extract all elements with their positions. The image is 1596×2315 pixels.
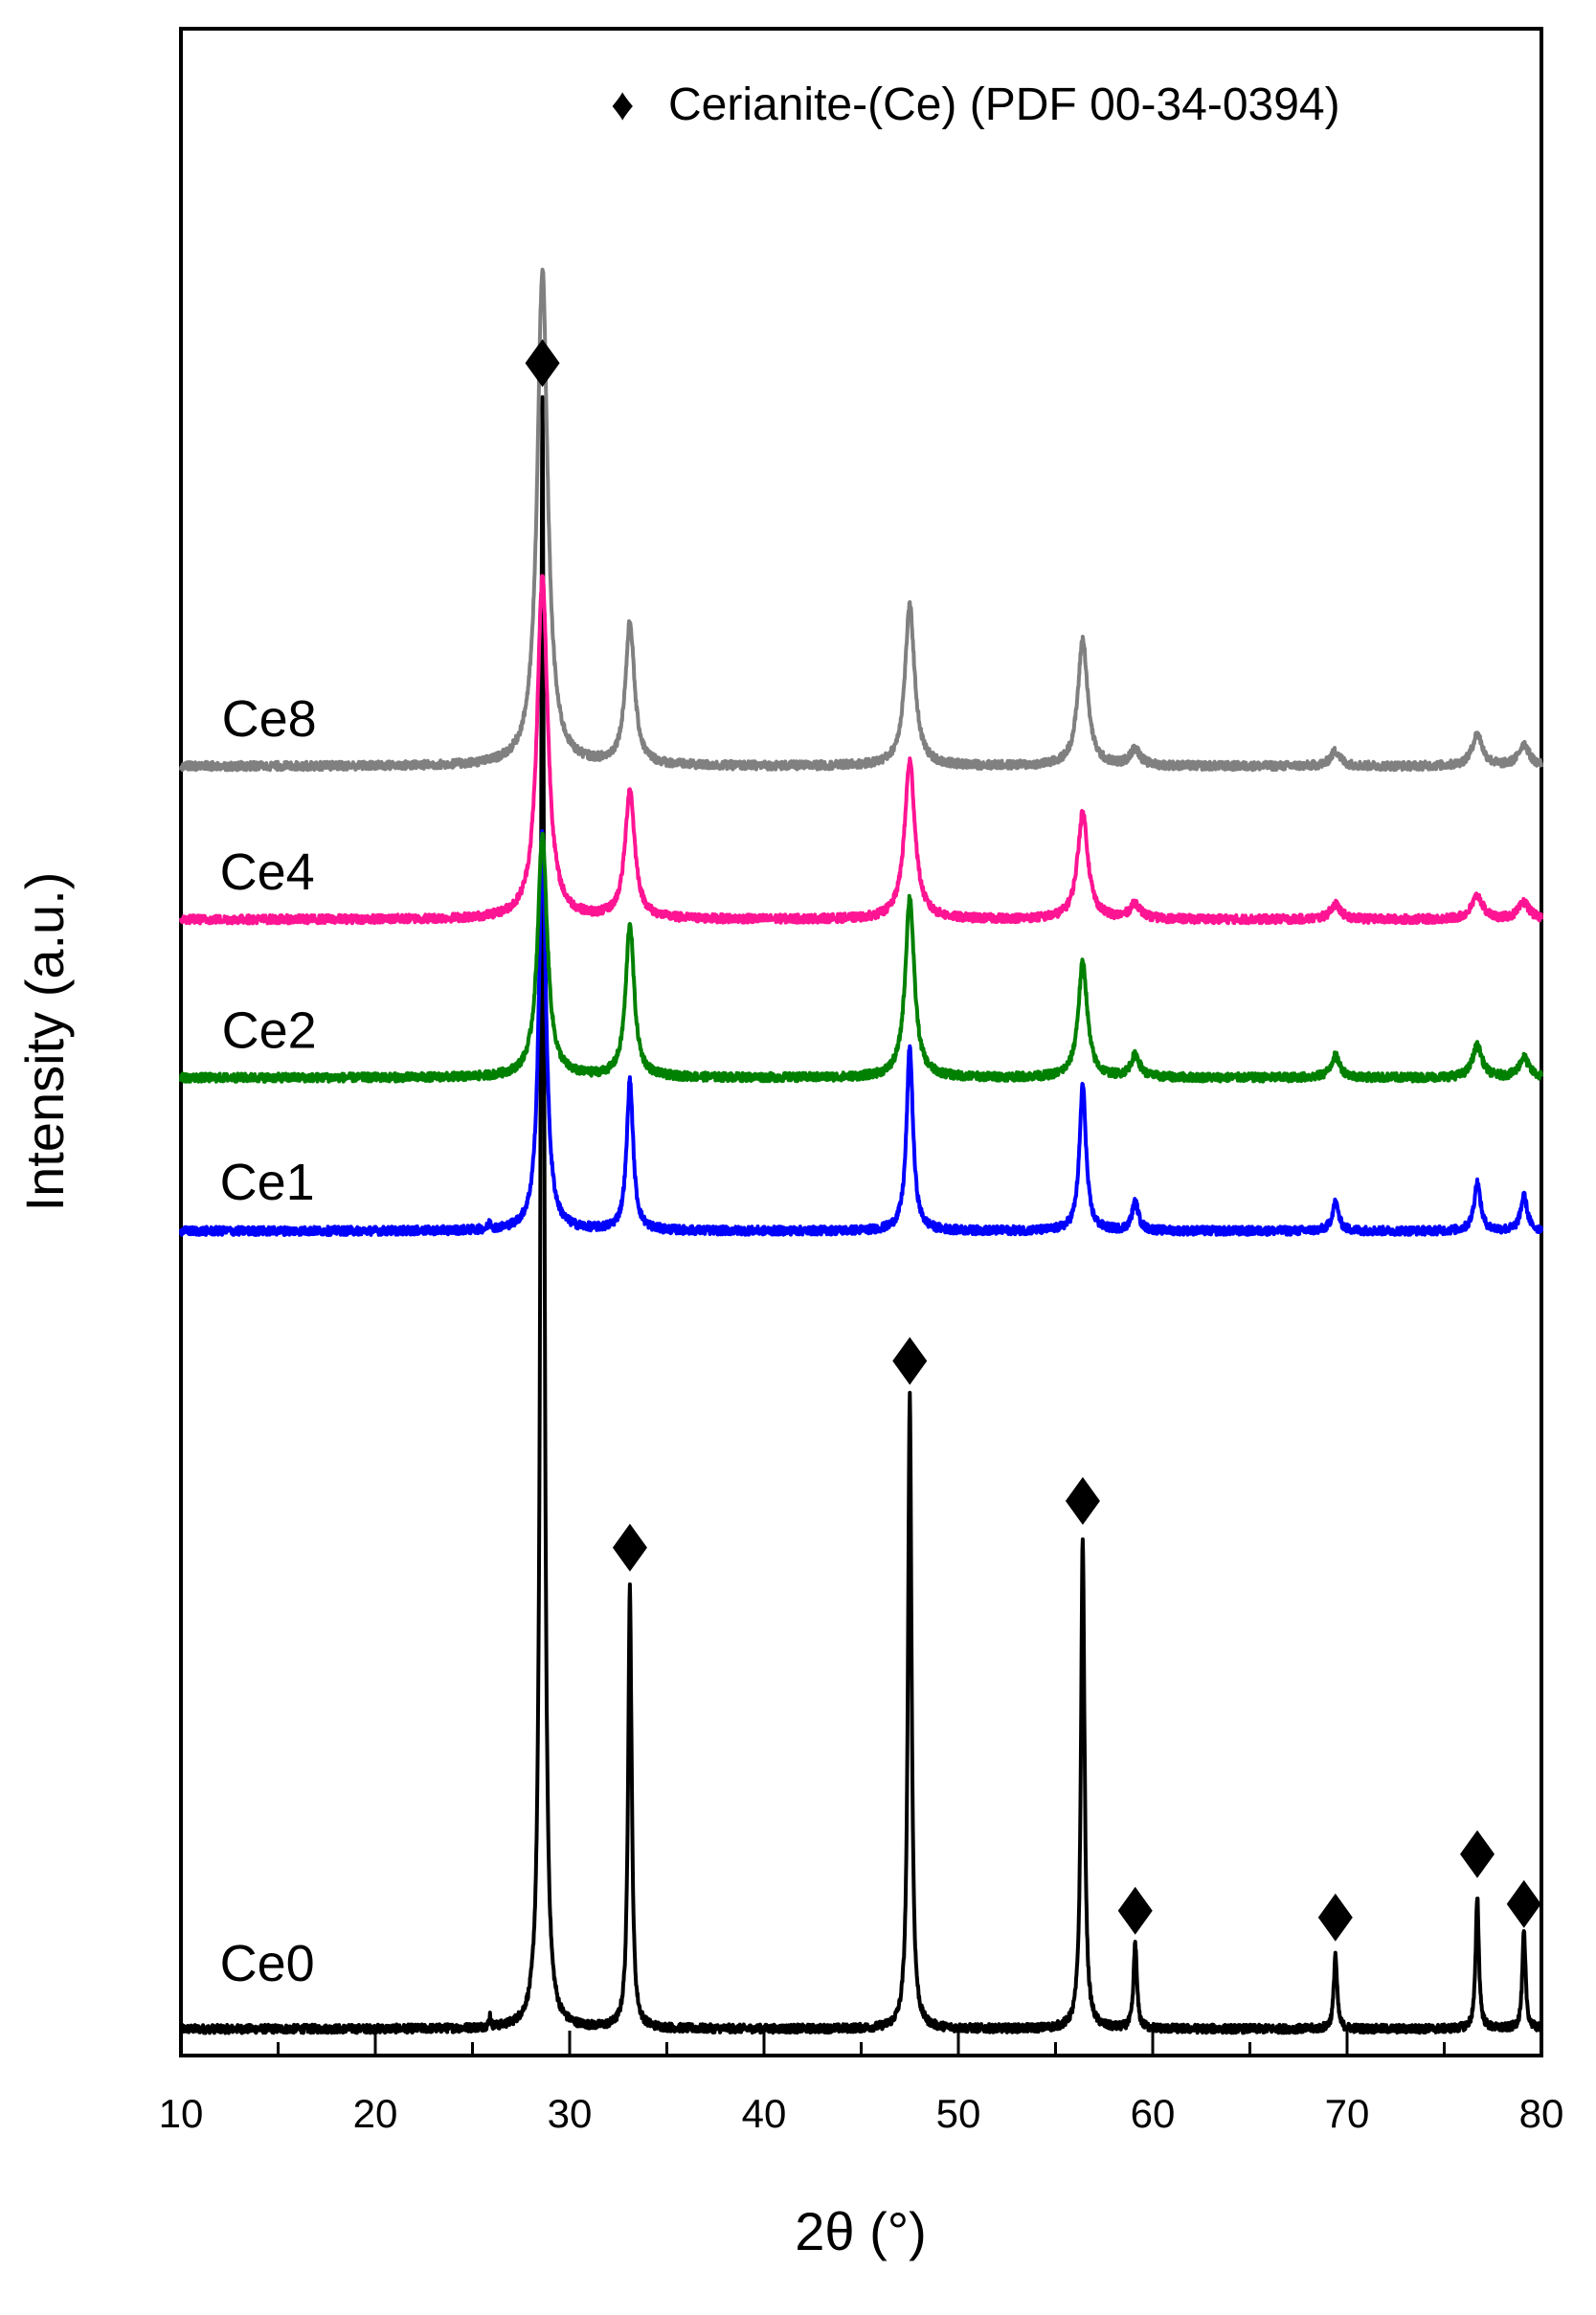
y-axis-title: Intensity (a.u.)	[14, 872, 75, 1212]
peak-marker-diamond	[612, 1523, 647, 1572]
x-axis-ticks: 10 20 30 40 50 60 70 80	[159, 2031, 1564, 2136]
series-line-ce2	[179, 831, 1543, 1084]
x-tick-label: 20	[353, 2091, 398, 2136]
x-tick-label: 40	[742, 2091, 787, 2136]
series-line-ce0	[179, 394, 1543, 2035]
legend-label: Cerianite-(Ce) (PDF 00-34-0394)	[668, 79, 1340, 130]
x-tick-label: 30	[548, 2091, 593, 2136]
legend-diamond-symbol: ♦	[611, 79, 635, 130]
legend: ♦ Cerianite-(Ce) (PDF 00-34-0394)	[611, 79, 1340, 130]
x-tick-label: 10	[159, 2091, 204, 2136]
x-tick-label: 60	[1131, 2091, 1176, 2136]
peak-marker-diamond	[525, 339, 560, 388]
peak-marker-diamond	[1460, 1830, 1495, 1878]
series-label-ce4: Ce4	[220, 843, 315, 901]
peak-marker-diamond	[892, 1337, 928, 1385]
series-label-ce1: Ce1	[220, 1154, 315, 1211]
peak-marker-layer	[525, 339, 1541, 1942]
series-label-ce0: Ce0	[220, 1935, 315, 1992]
series-line-ce4	[179, 573, 1543, 926]
x-axis-title: 2θ (°)	[795, 2201, 927, 2261]
x-tick-label: 50	[936, 2091, 981, 2136]
x-tick-label: 80	[1519, 2091, 1564, 2136]
series-layer	[179, 267, 1543, 2035]
series-label-ce2: Ce2	[222, 1001, 317, 1059]
series-line-ce1	[179, 829, 1543, 1237]
series-label-layer: Ce0 Ce1 Ce2 Ce4 Ce8	[220, 690, 317, 1992]
peak-marker-diamond	[1317, 1893, 1353, 1942]
plot-area-frame	[179, 27, 1543, 2057]
peak-marker-diamond	[1506, 1879, 1541, 1928]
peak-marker-diamond	[1117, 1886, 1153, 1935]
series-line-ce8	[179, 267, 1543, 773]
peak-marker-diamond	[1065, 1476, 1100, 1525]
x-tick-label: 70	[1325, 2091, 1370, 2136]
series-label-ce8: Ce8	[222, 690, 317, 748]
